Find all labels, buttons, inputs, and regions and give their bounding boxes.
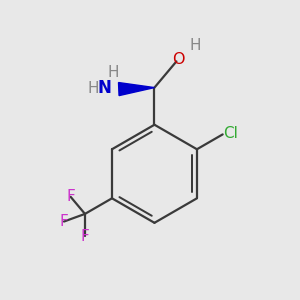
Text: Cl: Cl	[224, 126, 238, 141]
Text: F: F	[81, 229, 89, 244]
Text: H: H	[87, 81, 99, 96]
Text: H: H	[107, 65, 118, 80]
Text: N: N	[98, 80, 112, 98]
Text: O: O	[172, 52, 185, 67]
Text: F: F	[60, 214, 68, 229]
Text: H: H	[190, 38, 202, 52]
Polygon shape	[118, 82, 154, 96]
Text: F: F	[66, 189, 75, 204]
